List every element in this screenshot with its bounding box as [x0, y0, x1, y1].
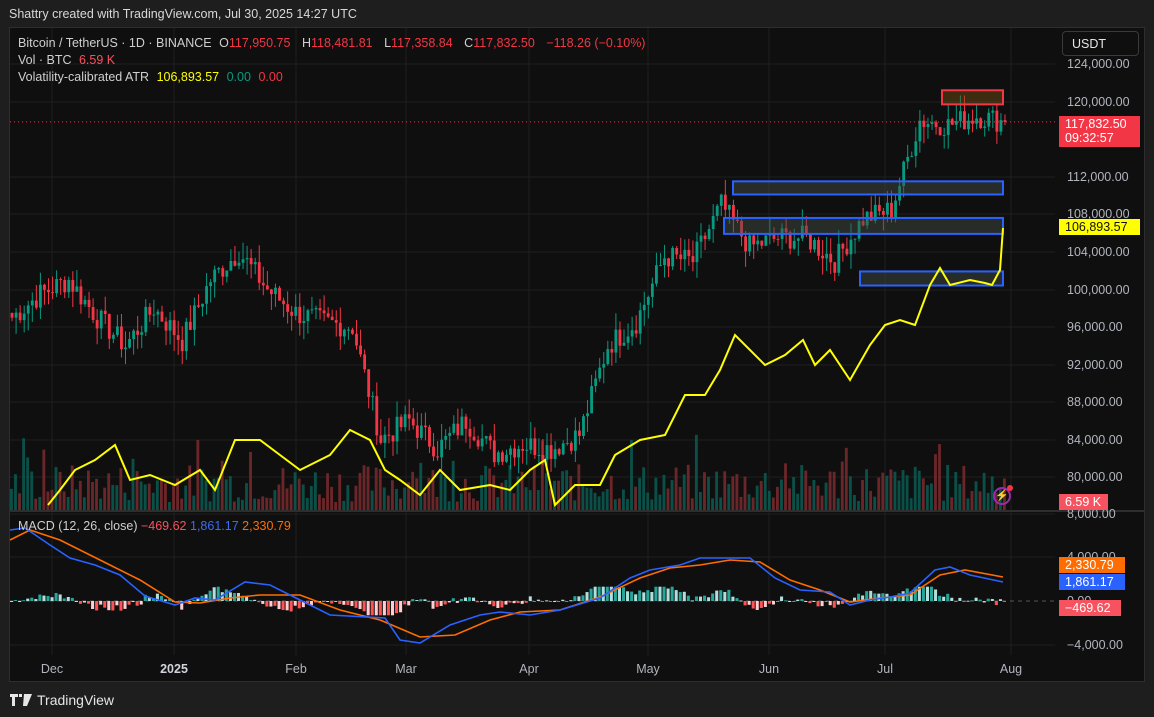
symbol-legend[interactable]: Bitcoin / TetherUS · 1D · BINANCE O117,9… — [18, 36, 649, 50]
price-tick: 108,000.00 — [1067, 207, 1130, 221]
last-price-tag: 117,832.50 09:32:57 — [1059, 116, 1140, 147]
chart-credit: Shattry created with TradingView.com, Ju… — [9, 7, 357, 21]
atr-label: Volatility-calibrated ATR — [18, 70, 150, 84]
price-tick: 112,000.00 — [1067, 170, 1129, 184]
signal-tag: 2,330.79 — [1059, 557, 1125, 573]
macd-line-value: 1,861.17 — [190, 519, 239, 533]
time-tick: Apr — [519, 662, 539, 676]
change-value: −118.26 (−0.10%) — [546, 36, 646, 50]
macd-label: MACD (12, 26, close) — [18, 519, 138, 533]
macd-tag: 1,861.17 — [1059, 574, 1125, 590]
high-value: 118,481.81 — [310, 36, 373, 50]
price-tick: 92,000.00 — [1067, 358, 1123, 372]
symbol-title[interactable]: Bitcoin / TetherUS · 1D · BINANCE — [18, 36, 212, 50]
price-tick: 84,000.00 — [1067, 433, 1123, 447]
open-value: 117,950.75 — [228, 36, 291, 50]
time-tick: Dec — [40, 662, 64, 676]
macd-histogram-value: −469.62 — [140, 519, 187, 533]
time-tick: Mar — [395, 662, 417, 676]
tradingview-logo: TradingView — [10, 692, 114, 708]
volume-tag: 6.59 K — [1059, 494, 1108, 510]
tradingview-wordmark: TradingView — [37, 692, 115, 708]
volume-label: Vol · BTC — [18, 53, 72, 67]
price-tick: 104,000.00 — [1067, 245, 1130, 259]
time-tick: May — [636, 662, 660, 676]
close-label: C — [464, 36, 474, 50]
price-tick: 120,000.00 — [1067, 95, 1130, 109]
lightning-alert-icon[interactable]: ⚡ — [993, 485, 1013, 505]
macd-signal-value: 2,330.79 — [242, 519, 291, 533]
volume-legend[interactable]: Vol · BTC 6.59 K — [18, 53, 119, 67]
histogram-tag: −469.62 — [1059, 600, 1121, 616]
last-price-value: 117,832.50 — [1065, 117, 1127, 131]
time-tick: Feb — [285, 662, 307, 676]
notification-dot — [1007, 485, 1013, 491]
atr-upper-value: 0.00 — [226, 70, 251, 84]
atr-price-tag: 106,893.57 — [1059, 219, 1140, 235]
time-tick: Jun — [758, 662, 780, 676]
price-tick: 80,000.00 — [1067, 470, 1123, 484]
high-label: H — [301, 36, 311, 50]
atr-lower-value: 0.00 — [258, 70, 283, 84]
price-tick: 124,000.00 — [1067, 57, 1130, 71]
atr-value: 106,893.57 — [156, 70, 220, 84]
price-tick: 88,000.00 — [1067, 395, 1123, 409]
price-tick: 100,000.00 — [1067, 283, 1130, 297]
macd-legend[interactable]: MACD (12, 26, close) −469.62 1,861.17 2,… — [18, 519, 291, 533]
chart-frame[interactable] — [9, 27, 1145, 682]
low-label: L — [384, 36, 392, 50]
macd-tick: −4,000.00 — [1067, 638, 1123, 652]
volume-value: 6.59 K — [78, 53, 116, 67]
low-value: 117,358.84 — [391, 36, 453, 50]
atr-legend[interactable]: Volatility-calibrated ATR 106,893.57 0.0… — [18, 70, 287, 84]
tradingview-logo-icon — [10, 694, 32, 706]
close-value: 117,832.50 — [473, 36, 535, 50]
open-label: O — [219, 36, 229, 50]
time-tick: 2025 — [160, 662, 188, 676]
time-tick: Aug — [999, 662, 1023, 676]
time-tick: Jul — [877, 662, 893, 676]
currency-button[interactable]: USDT — [1062, 31, 1139, 56]
bar-countdown: 09:32:57 — [1065, 131, 1114, 145]
macd-tick: 8,000.00 — [1067, 507, 1116, 521]
price-tick: 96,000.00 — [1067, 320, 1123, 334]
